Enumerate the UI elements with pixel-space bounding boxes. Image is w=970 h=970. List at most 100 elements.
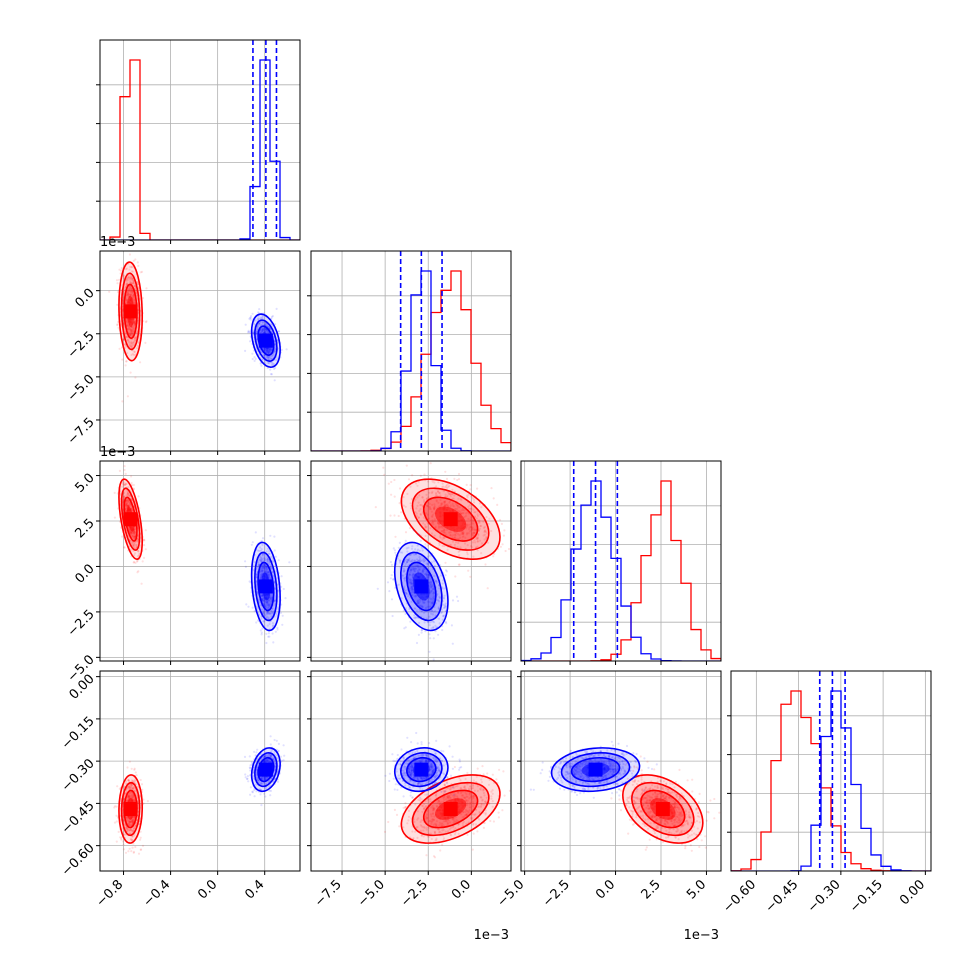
red-sample: [118, 278, 121, 281]
red-sample: [436, 490, 440, 493]
blue-sample: [422, 601, 425, 604]
red-sample: [437, 522, 440, 525]
blue-sample: [410, 585, 413, 588]
red-sample: [126, 282, 129, 285]
red-sample: [436, 494, 439, 497]
blue-sample: [430, 585, 433, 589]
red-sample: [144, 341, 147, 344]
blue-sample: [422, 557, 425, 561]
red-sample: [374, 506, 377, 509]
blue-sample: [438, 595, 441, 598]
blue-sample: [261, 316, 264, 319]
red-sample: [136, 261, 139, 264]
blue-sample: [258, 559, 261, 562]
red-sample: [135, 294, 138, 297]
red-sample: [130, 481, 133, 485]
red-sample: [461, 508, 465, 511]
red-sample: [482, 534, 485, 537]
blue-sample: [245, 777, 249, 781]
red-sample: [125, 800, 128, 803]
red-sample: [418, 509, 421, 512]
red-sample: [468, 526, 471, 529]
red-sample: [130, 353, 133, 357]
blue-sample: [266, 350, 269, 353]
blue-sample: [410, 600, 413, 603]
red-sample: [443, 501, 446, 504]
red-sample: [422, 522, 425, 525]
red-sample: [131, 532, 134, 535]
blue-sample: [285, 348, 288, 351]
blue-sample: [265, 604, 268, 607]
red-sample: [507, 547, 511, 551]
red-sample: [454, 508, 457, 511]
blue-sample: [264, 328, 267, 331]
red-sample: [457, 537, 460, 541]
blue-sample: [259, 558, 262, 562]
blue-sample: [413, 553, 416, 556]
blue-sample: [280, 348, 283, 351]
red-sample: [479, 524, 482, 528]
red-sample: [477, 534, 480, 537]
red-sample: [141, 788, 144, 791]
blue-sample: [259, 556, 262, 559]
blue-sample: [409, 581, 413, 584]
blue-sample: [254, 319, 257, 322]
blue-sample: [265, 330, 268, 333]
red-sample: [435, 500, 438, 503]
red-sample: [417, 516, 420, 519]
red-sample: [473, 528, 476, 531]
blue-sample: [438, 587, 441, 590]
red-sample: [402, 496, 405, 499]
blue-sample: [268, 760, 271, 764]
blue-sample: [421, 570, 424, 573]
blue-sample: [410, 582, 414, 585]
red-sample: [120, 346, 124, 349]
blue-sample: [426, 555, 430, 558]
red-sample: [113, 821, 117, 824]
red-sample: [471, 532, 474, 535]
red-sample: [417, 501, 420, 504]
red-sample: [483, 538, 486, 541]
blue-sample: [247, 605, 250, 608]
blue-sample: [432, 626, 435, 629]
red-sample: [142, 798, 145, 801]
red-sample: [131, 793, 134, 796]
red-sample: [130, 342, 133, 345]
red-sample: [443, 537, 446, 540]
blue-sample: [410, 589, 413, 592]
red-sample: [137, 852, 141, 855]
blue-sample: [444, 574, 447, 577]
blue-sample: [262, 620, 265, 623]
red-sample: [463, 542, 467, 545]
blue-sample: [273, 535, 276, 538]
red-sample: [135, 545, 138, 548]
red-sample: [137, 342, 140, 345]
blue-sample: [266, 568, 269, 571]
red-sample: [462, 535, 465, 538]
blue-sample: [265, 641, 268, 645]
blue-sample: [265, 571, 268, 574]
red-sample: [415, 515, 418, 518]
red-sample: [126, 500, 129, 503]
blue-sample: [410, 586, 413, 589]
blue-sample: [273, 598, 276, 601]
red-sample: [133, 284, 136, 287]
blue-sample: [246, 331, 250, 334]
blue-sample: [260, 568, 263, 571]
blue-sample: [269, 597, 272, 600]
red-sample: [134, 780, 137, 783]
blue-sample: [277, 749, 280, 753]
blue-sample: [261, 329, 264, 332]
red-sample: [132, 280, 135, 283]
red-sample: [438, 491, 441, 494]
red-sample: [460, 533, 463, 536]
red-sample: [442, 531, 445, 534]
blue-sample: [260, 633, 263, 636]
red-sample: [125, 498, 128, 501]
red-sample: [125, 502, 128, 505]
red-sample: [422, 516, 425, 519]
blue-sample: [251, 541, 254, 544]
blue-sample: [264, 570, 268, 573]
blue-sample: [397, 546, 400, 549]
red-sample: [116, 323, 119, 326]
